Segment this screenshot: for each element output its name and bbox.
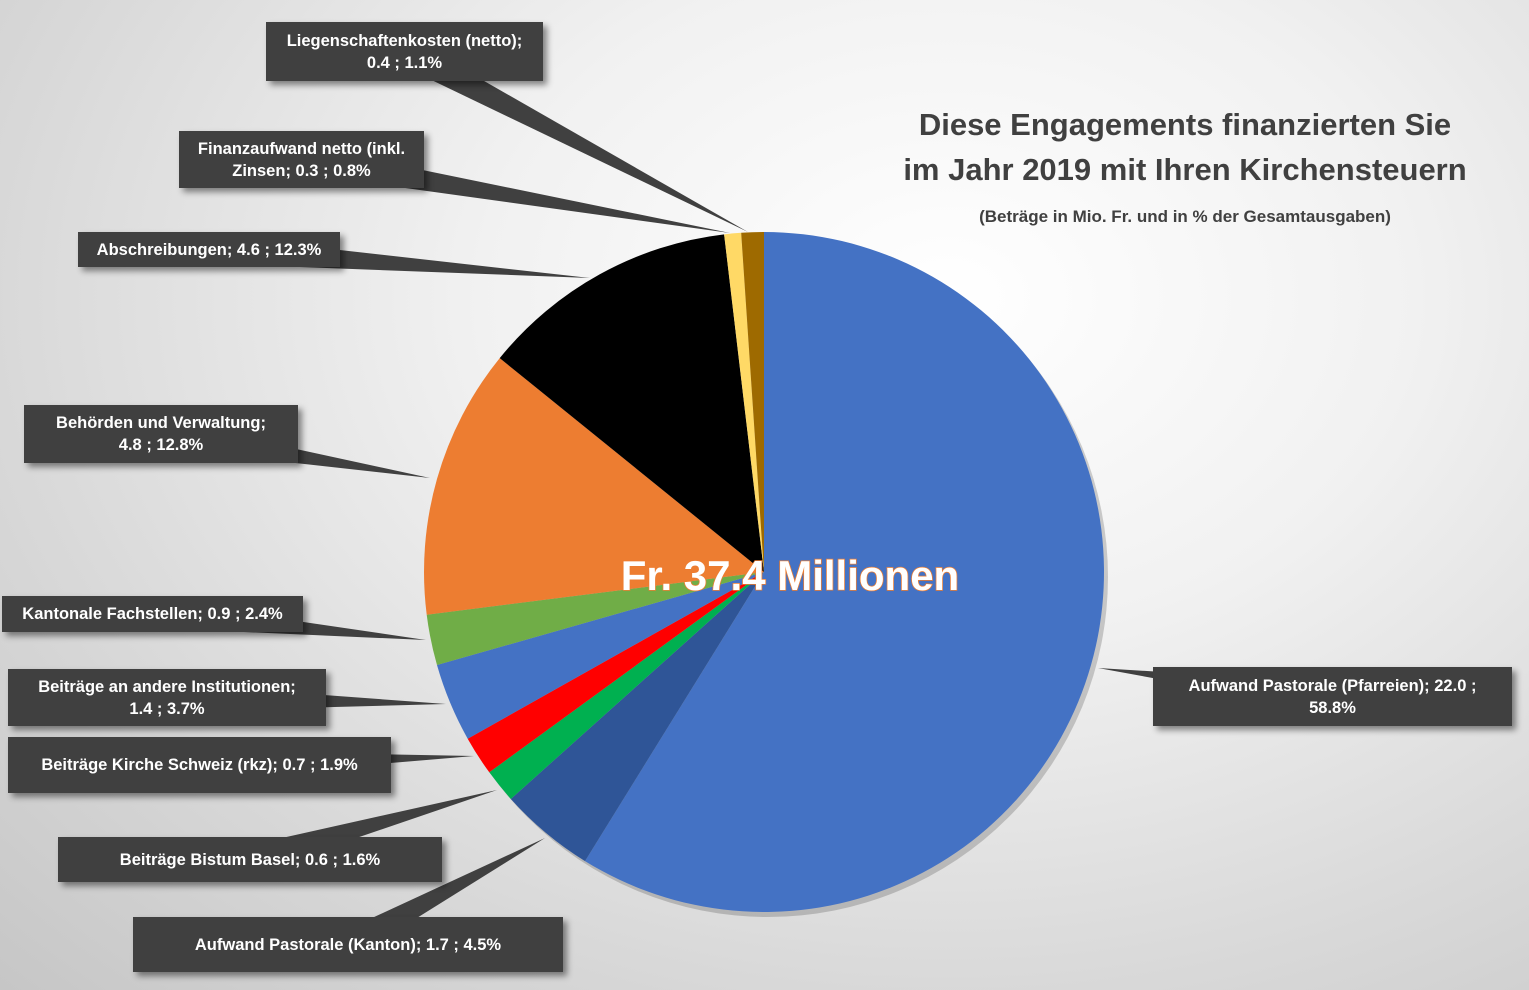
- data-label-text: 4.8 ; 12.8%: [118, 436, 204, 454]
- pie-slice: [467, 572, 764, 773]
- pie-slice: [424, 358, 764, 615]
- data-label-text: Zinsen; 0.3 ; 0.8%: [232, 161, 371, 180]
- data-label-text: Aufwand Pastorale (Pfarreien); 22.0 ;: [1188, 676, 1477, 695]
- data-label-callout: Beiträge Bistum Basel; 0.6 ; 1.6%: [58, 837, 442, 882]
- pie-slice: [499, 234, 764, 572]
- data-label-callout: Aufwand Pastorale (Pfarreien); 22.0 ; 58.…: [1153, 667, 1512, 726]
- data-label-text: Beiträge Kirche Schweiz (rkz); 0.7 ; 1.9…: [41, 756, 358, 774]
- data-label-callout: Beiträge an andere Institutionen; 1.4 ; 3…: [8, 669, 326, 726]
- data-label-text: 1.4 ; 3.7%: [129, 699, 205, 718]
- data-label-text: Aufwand Pastorale (Kanton); 1.7 ; 4.5%: [194, 935, 502, 954]
- pie-slice: [489, 572, 764, 799]
- data-label-callout: Behörden und Verwaltung; 4.8 ; 12.8%: [24, 405, 298, 463]
- pie-slice: [741, 232, 764, 572]
- data-label-callout: Beiträge Kirche Schweiz (rkz); 0.7 ; 1.9…: [8, 737, 391, 793]
- data-label-text: 0.4 ; 1.1%: [366, 53, 443, 72]
- chart-subtitle: (Beträge in Mio. Fr. und in % der Gesamt…: [979, 207, 1391, 226]
- data-label-callout: Aufwand Pastorale (Kanton); 1.7 ; 4.5%: [133, 917, 563, 972]
- center-total-label: Fr. 37.4 Millionen: [621, 552, 959, 599]
- data-label-callout: Liegenschaftenkosten (netto); 0.4 ; 1.1%: [266, 22, 543, 81]
- pie-slice: [426, 572, 764, 666]
- data-label-callout: Abschreibungen; 4.6 ; 12.3%: [78, 232, 340, 267]
- data-label-text: Liegenschaftenkosten (netto);: [286, 31, 523, 50]
- chart-title-line: Diese Engagements finanzierten Sie: [918, 107, 1452, 142]
- data-label-callout: Kantonale Fachstellen; 0.9 ; 2.4%: [2, 596, 303, 632]
- chart-title-line: im Jahr 2019 mit Ihren Kirchensteuern: [903, 152, 1467, 187]
- chart-title: Diese Engagements finanzierten Sie im Ja…: [860, 102, 1510, 192]
- data-label-text: Beiträge an andere Institutionen;: [38, 677, 296, 696]
- data-label-text: Abschreibungen; 4.6 ; 12.3%: [96, 240, 322, 259]
- data-label-text: Behörden und Verwaltung;: [56, 414, 266, 432]
- pie-slice: [436, 572, 764, 739]
- callout-pointer: [398, 39, 748, 232]
- pie-slice: [585, 232, 1105, 912]
- data-label-text: Finanzaufwand netto (inkl.: [197, 139, 406, 158]
- data-label-text: Beiträge Bistum Basel; 0.6 ; 1.6%: [119, 850, 381, 869]
- data-label-text: Kantonale Fachstellen; 0.9 ; 2.4%: [22, 605, 283, 623]
- data-label-text: 58.8%: [1309, 698, 1356, 717]
- pie-slice: [510, 572, 764, 862]
- data-label-callout: Finanzaufwand netto (inkl. Zinsen; 0.3 ; …: [179, 131, 424, 188]
- pie-slice: [724, 232, 764, 572]
